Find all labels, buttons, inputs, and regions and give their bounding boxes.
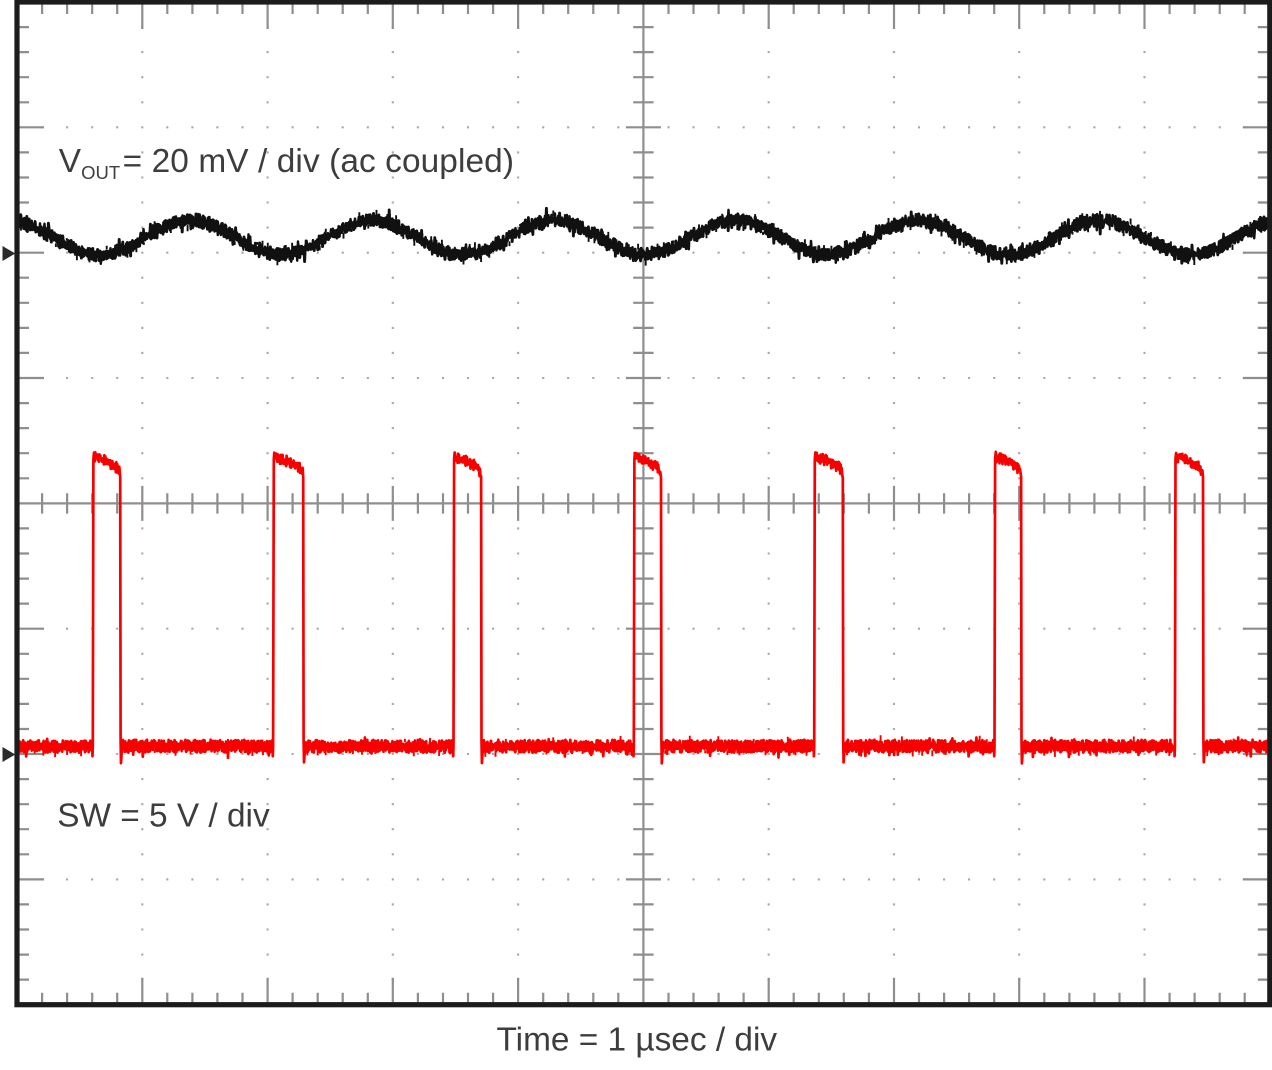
svg-text:VOUT= 20 mV / div (ac coupled): VOUT= 20 mV / div (ac coupled): [59, 143, 514, 183]
svg-text:SW = 5 V / div: SW = 5 V / div: [57, 798, 270, 835]
svg-text:Time = 1 µsec / div: Time = 1 µsec / div: [497, 1022, 778, 1059]
